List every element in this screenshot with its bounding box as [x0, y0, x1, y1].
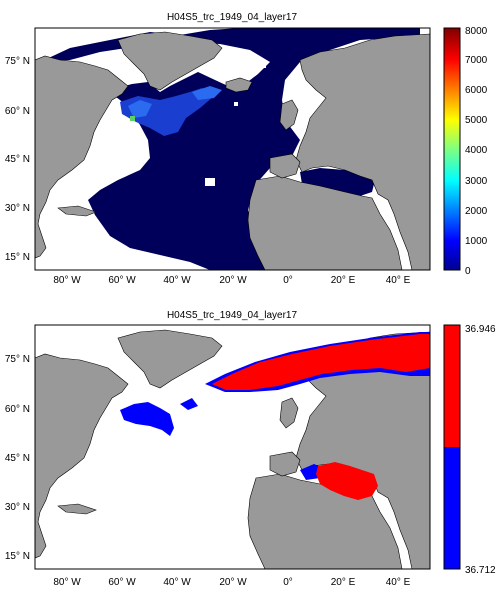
panel-2-xlabel-40w: 40° W — [163, 577, 191, 588]
panel-1-cbar-tick-3000: 3000 — [465, 176, 488, 187]
panel-1-ylabel-45: 45° N — [5, 154, 30, 165]
panel-1-frame — [34, 27, 431, 271]
panel-2-title: H04S5_trc_1949_04_layer17 — [167, 310, 298, 321]
panel-2-nordic-red-band — [212, 334, 430, 390]
panel-2-xlabel-40e: 40° E — [386, 577, 411, 588]
panel-1-xlabel-40e: 40° E — [386, 275, 411, 286]
panel-1-cbar-tick-5000: 5000 — [465, 115, 488, 126]
panel-1-xlabel-40w: 40° W — [163, 275, 191, 286]
panel-2-xlabel-0: 0° — [283, 577, 293, 588]
panel-1-cbar-tick-6000: 6000 — [465, 85, 488, 96]
panel-1-cbar-tick-1000: 1000 — [465, 236, 488, 247]
panel-1-cbar-tick-2000: 2000 — [465, 206, 488, 217]
panel-2: H04S5_trc_1949_04_layer17 — [5, 310, 496, 588]
panel-1-xlabel-20w: 20° W — [219, 275, 247, 286]
panel-2-cbar-top-label: 36.946 — [465, 324, 496, 335]
panel-2-labrador-blue-patch — [120, 402, 174, 436]
panel-1-colorbar: 8000 7000 6000 5000 4000 3000 2000 1000 … — [443, 26, 488, 277]
panel-1-ocean-field — [40, 28, 420, 270]
panel-1-xlabel-60w: 60° W — [108, 275, 136, 286]
panel-1: H04S5_trc_1949_04_layer17 — [5, 12, 488, 286]
panel-1-title: H04S5_trc_1949_04_layer17 — [167, 12, 298, 23]
panel-1-land — [35, 31, 430, 270]
panel-1-xlabel-0: 0° — [283, 275, 293, 286]
panel-2-mediterranean-red — [316, 462, 378, 500]
panel-2-xlabel-20w: 20° W — [219, 577, 247, 588]
panel-2-xlabel-20e: 20° E — [331, 577, 356, 588]
panel-2-y-axis: 75° N 60° N 45° N 30° N 15° N — [5, 354, 30, 562]
panel-1-ylabel-60: 60° N — [5, 106, 30, 117]
panel-1-high-tracer-east — [192, 86, 222, 100]
panel-2-ylabel-30: 30° N — [5, 502, 30, 513]
panel-2-xlabel-60w: 60° W — [108, 577, 136, 588]
panel-2-blue-fragment — [180, 398, 198, 410]
panel-1-ylabel-15: 15° N — [5, 252, 30, 263]
panel-1-islands — [205, 62, 266, 186]
panel-1-high-tracer-peak — [130, 116, 135, 121]
panel-1-xlabel-20e: 20° E — [331, 275, 356, 286]
panel-1-ylabel-75: 75° N — [5, 56, 30, 67]
panel-2-x-axis: 80° W 60° W 40° W 20° W 0° 20° E 40° E — [53, 577, 410, 588]
panel-1-cbar-tick-4000: 4000 — [465, 145, 488, 156]
panel-2-cbar-bottom-label: 36.712 — [465, 565, 496, 576]
panel-2-ylabel-60: 60° N — [5, 404, 30, 415]
panel-1-ylabel-30: 30° N — [5, 203, 30, 214]
panel-1-x-axis: 80° W 60° W 40° W 20° W 0° 20° E 40° E — [53, 275, 410, 286]
panel-1-cbar-tick-7000: 7000 — [465, 55, 488, 66]
panel-2-colorbar-frame — [443, 324, 461, 570]
panel-1-map — [35, 28, 430, 270]
panel-2-colorbar: 36.946 36.712 — [443, 324, 496, 576]
panel-2-xlabel-80w: 80° W — [53, 577, 81, 588]
panel-1-cbar-tick-8000: 8000 — [465, 26, 488, 37]
panel-1-high-tracer-patch — [120, 88, 214, 136]
panel-1-colorbar-gradient — [443, 27, 461, 271]
panel-2-map — [35, 325, 430, 569]
panel-2-colorbar-red — [444, 325, 460, 447]
panel-1-xlabel-80w: 80° W — [53, 275, 81, 286]
panel-1-colorbar-ticks: 8000 7000 6000 5000 4000 3000 2000 1000 … — [465, 26, 488, 277]
panel-2-colorbar-blue — [444, 447, 460, 569]
panel-2-ylabel-75: 75° N — [5, 354, 30, 365]
panel-1-cbar-tick-0: 0 — [465, 266, 471, 277]
panel-1-high-tracer-core — [128, 100, 152, 118]
panel-1-mediterranean-field — [300, 168, 375, 196]
panel-2-frame — [34, 324, 431, 570]
panel-1-y-axis: 75° N 60° N 45° N 30° N 15° N — [5, 56, 30, 263]
panel-2-ylabel-45: 45° N — [5, 453, 30, 464]
panel-2-ylabel-15: 15° N — [5, 551, 30, 562]
